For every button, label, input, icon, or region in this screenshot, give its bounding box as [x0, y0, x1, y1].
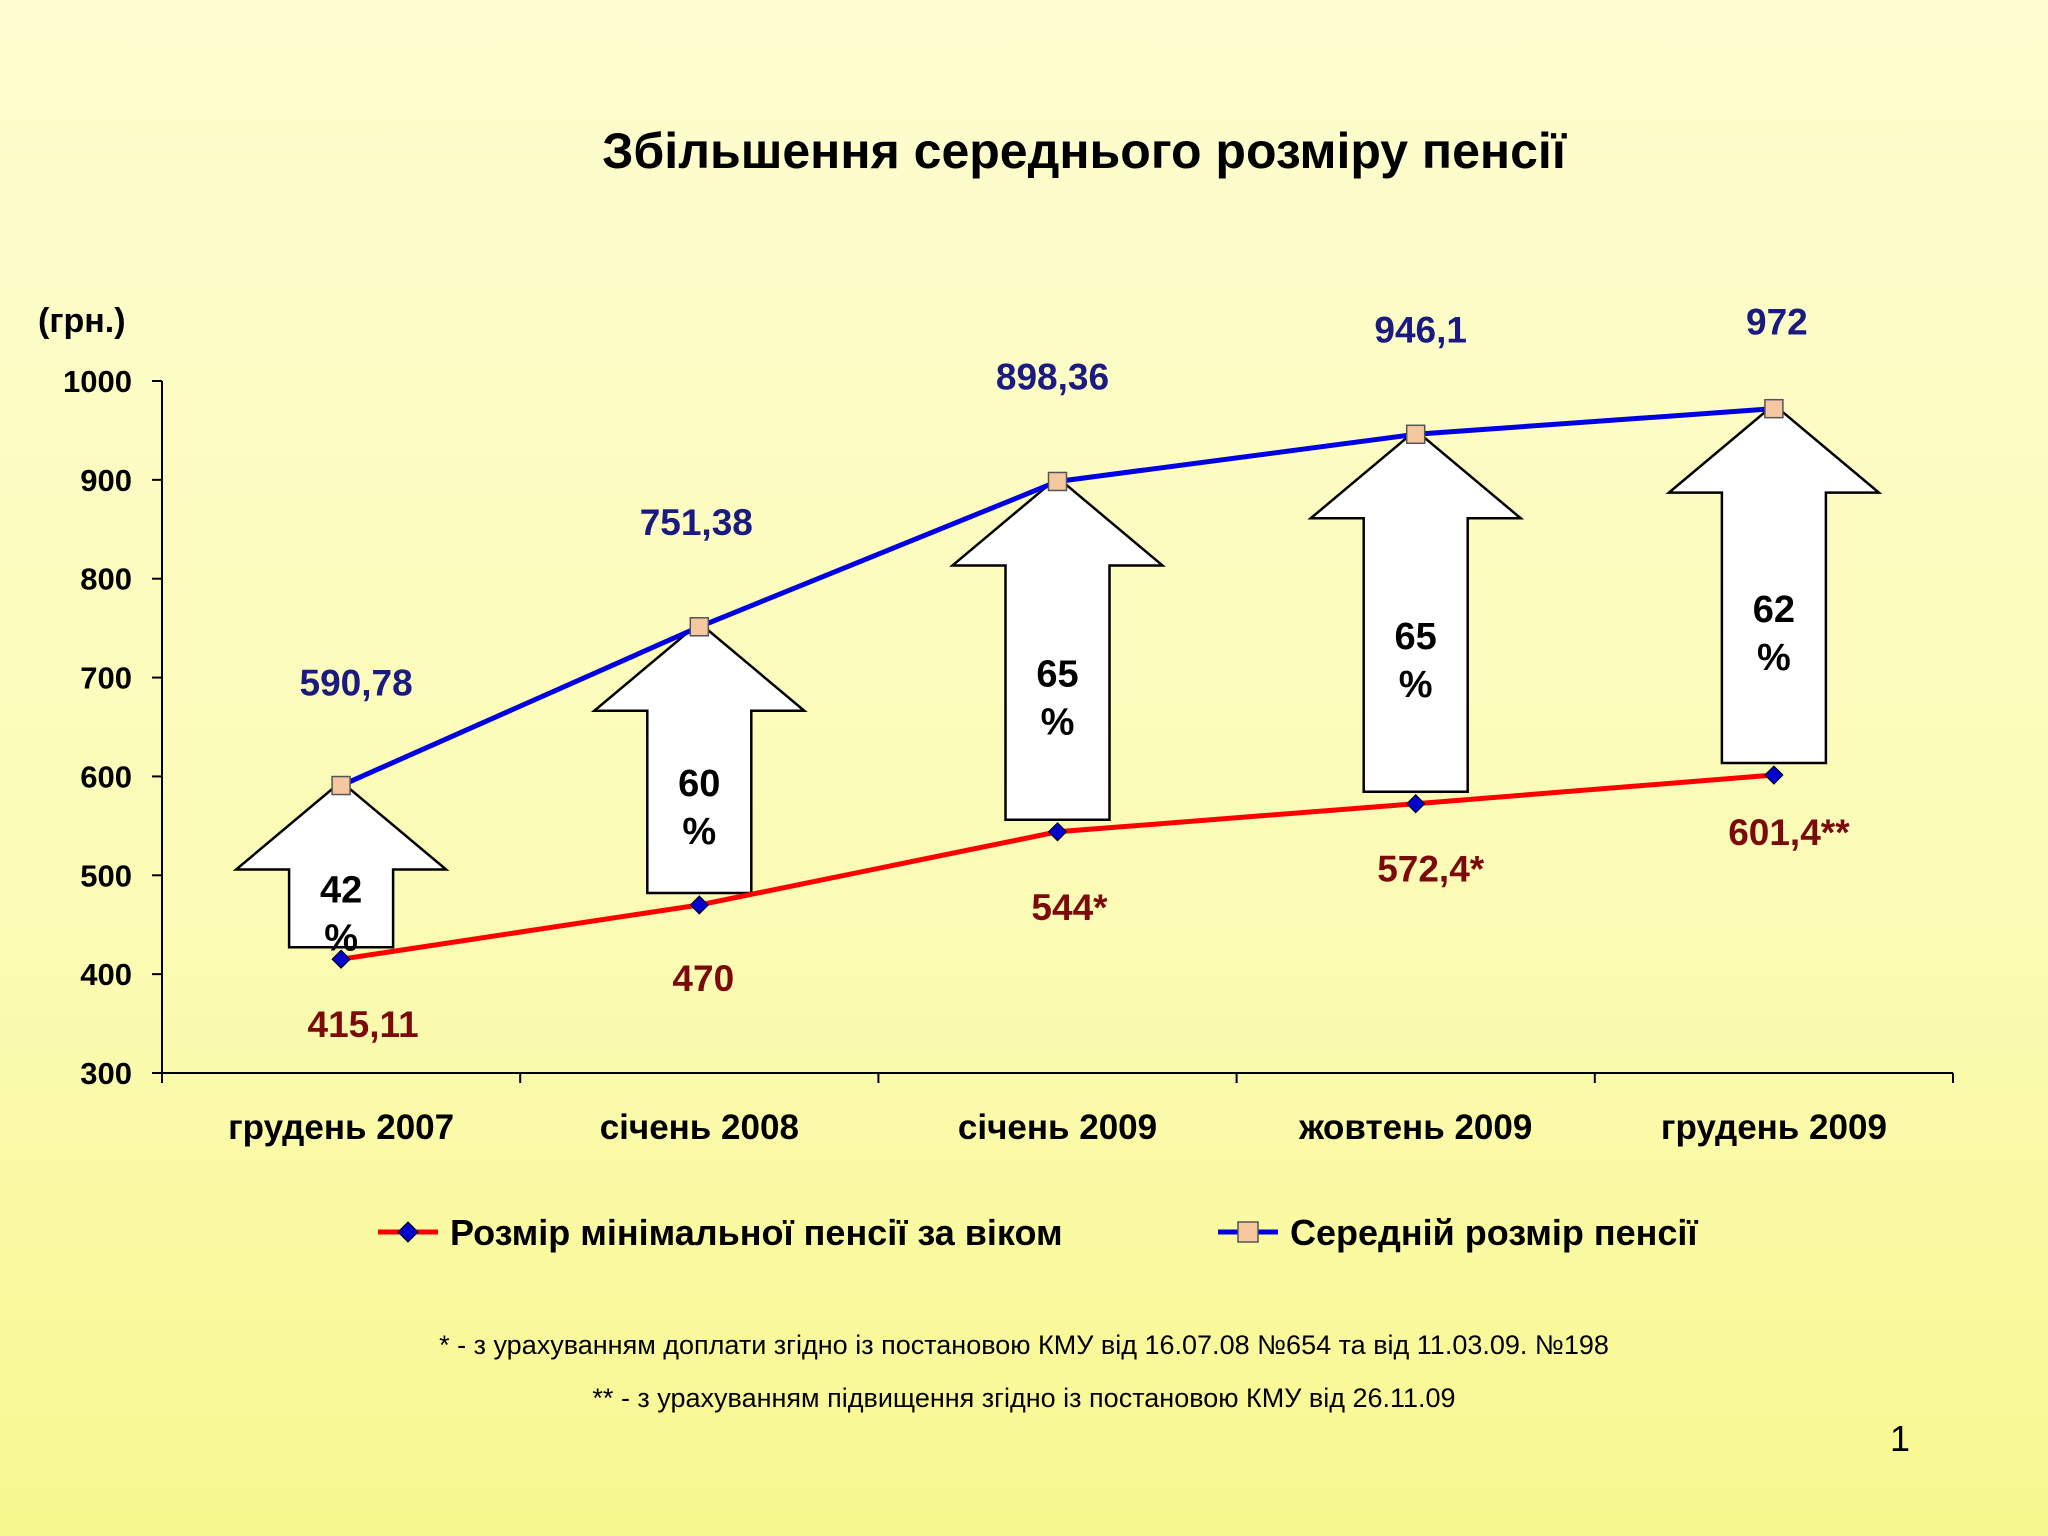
arrow-percent-sign: % — [1757, 637, 1791, 679]
min-pension-point — [1405, 794, 1426, 814]
avg-pension-data-label: 972 — [1746, 302, 1808, 343]
min-pension-point — [331, 949, 351, 969]
y-tick-label: 400 — [80, 957, 132, 992]
arrow-percent-sign: % — [682, 811, 716, 853]
arrow-percent-sign: % — [1399, 664, 1433, 706]
legend-avg-pension-marker — [1237, 1221, 1259, 1243]
footnote-1: * - з урахуванням доплати згідно із пост… — [439, 1330, 1609, 1360]
increase-arrow — [949, 475, 1166, 822]
increase-arrow — [590, 621, 808, 895]
avg-pension-data-label: 590,78 — [300, 663, 413, 704]
min-pension-point — [1047, 822, 1068, 842]
avg-pension-point — [689, 617, 710, 637]
avg-pension-point — [1764, 398, 1784, 419]
y-tick-label: 700 — [80, 661, 132, 696]
x-tick-label: жовтень 2009 — [1298, 1108, 1532, 1147]
footnote-2: ** - з урахуванням підвищення згідно із … — [592, 1383, 1456, 1413]
y-tick-label: 900 — [80, 463, 132, 498]
legend-min-pension-label: Розмір мінімальної пенсії за віком — [450, 1212, 1063, 1253]
y-tick-label: 500 — [80, 858, 132, 893]
legend-min-pension-marker — [397, 1221, 419, 1243]
x-tick-label: січень 2009 — [958, 1108, 1157, 1147]
avg-pension-point — [1047, 471, 1068, 492]
increase-arrow — [232, 779, 450, 949]
x-tick-label: січень 2008 — [600, 1108, 799, 1147]
x-tick-label: грудень 2007 — [228, 1108, 454, 1147]
arrow-percent-value: 42 — [320, 869, 362, 911]
arrow-percent-value: 65 — [1036, 654, 1078, 696]
min-pension-point — [1764, 765, 1784, 785]
increase-arrow — [1307, 428, 1525, 793]
slide-number: 1 — [1890, 1418, 1911, 1459]
min-pension-point — [689, 895, 710, 915]
arrow-percent-sign: % — [1041, 702, 1075, 744]
y-tick-label: 300 — [80, 1056, 132, 1091]
avg-pension-data-label: 946,1 — [1374, 309, 1467, 350]
legend-avg-pension-label: Середній розмір пенсії — [1290, 1212, 1698, 1253]
avg-pension-point — [331, 775, 351, 796]
y-tick-label: 800 — [80, 562, 132, 597]
x-tick-label: грудень 2009 — [1661, 1108, 1887, 1147]
y-tick-label: 1000 — [63, 364, 132, 399]
increase-arrow — [1665, 403, 1883, 765]
arrow-percent-value: 65 — [1395, 616, 1437, 658]
min-pension-data-label: 544* — [1031, 887, 1108, 928]
avg-pension-data-label: 751,38 — [640, 502, 753, 543]
min-pension-data-label: 572,4* — [1377, 849, 1485, 890]
min-pension-data-label: 470 — [672, 958, 734, 999]
avg-pension-data-label: 898,36 — [996, 356, 1109, 397]
y-axis-label: (грн.) — [38, 302, 126, 340]
y-tick-label: 600 — [80, 759, 132, 794]
arrow-percent-value: 60 — [678, 763, 720, 805]
min-pension-data-label: 415,11 — [308, 1004, 419, 1045]
arrow-percent-value: 62 — [1753, 589, 1795, 631]
avg-pension-point — [1405, 424, 1426, 445]
min-pension-data-label: 601,4** — [1728, 812, 1850, 853]
chart-title: Збільшення середнього розміру пенсії — [602, 123, 1566, 179]
